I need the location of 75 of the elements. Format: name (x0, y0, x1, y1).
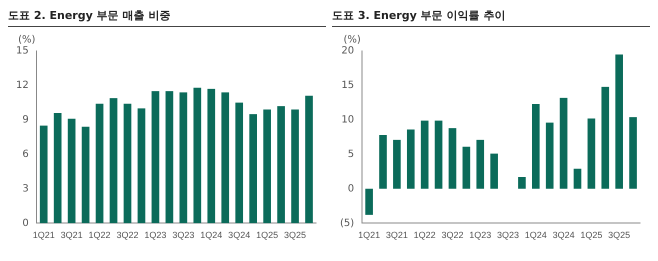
bar (420, 120, 428, 189)
bar (166, 91, 174, 224)
x-tick-label: 3Q21 (386, 230, 408, 240)
bar (532, 104, 540, 189)
x-tick-label: 3Q24 (552, 230, 575, 240)
bar (263, 110, 271, 224)
bar (615, 54, 623, 189)
x-tick-label: 1Q25 (580, 230, 602, 240)
y-tick-label: 10 (341, 114, 354, 126)
bar (138, 108, 146, 224)
bar (518, 177, 526, 189)
x-tick-label: 1Q24 (524, 230, 547, 240)
x-tick-label: 1Q23 (144, 230, 166, 240)
bar (434, 120, 442, 189)
bar (365, 188, 373, 215)
bar (249, 114, 258, 224)
y-tick-label: 5 (348, 148, 354, 160)
y-axis-title: (%) (18, 34, 36, 46)
y-tick-label: 3 (22, 183, 29, 194)
bar (601, 86, 610, 189)
bar (588, 118, 596, 189)
bar (124, 104, 132, 224)
y-tick-label: 9 (22, 114, 29, 126)
x-tick-label: 1Q21 (358, 230, 380, 240)
y-tick-label: 0 (22, 218, 29, 229)
bar (546, 122, 554, 189)
bar (277, 106, 285, 224)
x-tick-label: 1Q24 (200, 230, 222, 240)
y-tick-label: 6 (22, 148, 29, 160)
y-tick-label: (5) (340, 218, 354, 229)
bar (379, 135, 387, 189)
bar (574, 168, 582, 189)
bar (305, 96, 313, 224)
y-tick-label: 12 (16, 80, 29, 92)
chart-title: 도표 3. Energy 부문 이익률 추이 (332, 8, 650, 27)
bar (68, 118, 76, 224)
x-tick-label: 1Q23 (469, 230, 492, 240)
x-tick-label: 3Q21 (60, 230, 83, 240)
bar (221, 92, 230, 224)
x-tick-label: 3Q24 (228, 230, 250, 240)
x-tick-label: 1Q22 (414, 230, 436, 240)
x-tick-label: 3Q23 (172, 230, 194, 240)
bar (448, 128, 456, 189)
chart-title: 도표 2. Energy 부문 매출 비중 (8, 8, 326, 27)
x-tick-label: 3Q23 (497, 230, 520, 240)
y-axis-title: (%) (344, 34, 361, 46)
bar (40, 126, 48, 224)
bar (96, 104, 104, 224)
bar (152, 91, 160, 224)
bar (193, 88, 202, 224)
x-tick-label: 3Q25 (284, 230, 306, 240)
x-tick-label: 3Q25 (608, 230, 630, 240)
x-tick-label: 1Q25 (256, 230, 278, 240)
bar (110, 98, 118, 224)
bar (207, 88, 216, 224)
y-tick-label: 15 (16, 46, 29, 57)
bar (235, 102, 244, 224)
y-tick-label: 15 (341, 80, 354, 92)
bar (490, 154, 498, 189)
x-tick-label: 3Q22 (116, 230, 139, 240)
x-tick-label: 1Q21 (32, 230, 55, 240)
x-tick-label: 1Q22 (88, 230, 111, 240)
bar (291, 110, 299, 224)
y-tick-label: 20 (341, 46, 354, 57)
bar (476, 140, 484, 189)
y-tick-label: 0 (348, 183, 354, 194)
bar (560, 98, 568, 189)
x-tick-label: 3Q22 (441, 230, 464, 240)
bar (393, 140, 401, 189)
bar (406, 130, 415, 189)
bar (462, 146, 470, 189)
bar (629, 117, 637, 189)
bar (180, 92, 188, 224)
bar (82, 126, 90, 224)
bar (54, 112, 62, 224)
